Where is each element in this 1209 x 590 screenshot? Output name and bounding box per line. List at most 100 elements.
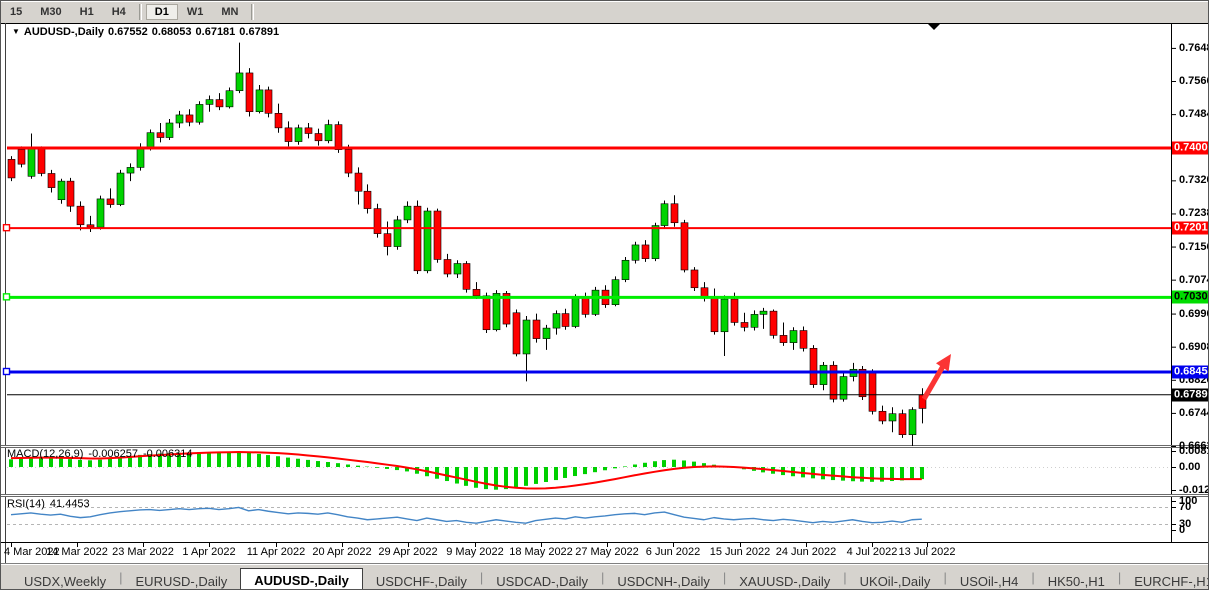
bear-candle [185,114,194,123]
bull-candle [591,289,600,315]
bear-candle [106,198,115,205]
bull-candle [96,198,105,228]
bear-candle [809,347,818,385]
bear-candle [284,127,293,142]
price-level-marker: 0.72015 [1172,221,1208,235]
symbol-tab-usdchf-daily[interactable]: USDCHF-,Daily [375,574,467,589]
bull-candle [621,259,630,280]
bear-candle [868,372,877,412]
date-tick-label: 15 Jun 2022 [709,546,771,558]
price-tick-label: 0.69080 [1179,340,1208,353]
macd-axis-label: 0.00 [1179,461,1201,473]
price-tick-label: 0.76480 [1179,41,1208,54]
symbol-tab-eurusd-daily[interactable]: EURUSD-,Daily [135,574,228,589]
bull-candle [165,122,174,138]
panel-separator [1,496,1208,497]
bear-candle [363,190,372,209]
bull-candle [522,319,531,355]
timeframe-button-h4[interactable]: H4 [111,6,126,18]
timeframe-button-w1[interactable]: W1 [186,6,204,18]
toolbar-separator [251,4,255,20]
bear-candle [443,259,452,275]
bear-candle [799,330,808,349]
tab-separator: | [479,569,484,585]
symbol-tab-xauusd-daily[interactable]: XAUUSD-,Daily [739,574,831,589]
bull-candle [888,413,897,422]
timeframe-button-mn[interactable]: MN [221,6,239,18]
date-tick-label: 27 May 2022 [575,546,639,558]
macd-signal-value: -0.006314 [142,448,193,460]
bear-candle [66,180,75,207]
price-tick-label: 0.73200 [1179,174,1208,187]
chart-title: ▼ AUDUSD-,Daily 0.67552 0.68053 0.67181 0.678… [12,26,283,38]
bull-candle [146,132,155,148]
symbol-tab-usoil-h4[interactable]: USOil-,H4 [959,574,1019,589]
bear-candle [502,293,511,325]
bear-candle [314,133,323,142]
timeframe-button-d1[interactable]: D1 [145,4,178,20]
bull-candle [571,297,580,327]
price-level-marker: 0.68453 [1172,365,1208,379]
bull-candle [116,172,125,205]
rsi-name: RSI(14) [7,498,45,510]
candles-layer [7,42,927,447]
hline-handle[interactable] [2,223,11,232]
bear-candle [245,72,254,112]
timeframe-button-15[interactable]: 15 [10,6,23,18]
bear-candle [86,224,95,228]
bull-candle [453,263,462,275]
panel-separator[interactable] [1,494,1209,495]
price-tick-label: 0.72380 [1179,207,1208,220]
price-tick-label: 0.67440 [1179,406,1208,419]
chart-dropdown-icon[interactable]: ▼ [12,27,20,36]
date-tick-label: 13 Jul 2022 [898,546,956,558]
bear-candle [680,222,689,271]
symbol-tab-ukoil-daily[interactable]: UKOil-,Daily [859,574,931,589]
bull-candle [195,104,204,123]
symbol-tab-audusd-daily[interactable]: AUDUSD-,Daily [240,568,363,589]
tab-separator: | [843,569,847,585]
bear-candle [641,244,650,259]
timeframe-button-m30[interactable]: M30 [40,6,62,18]
bear-candle [779,335,788,343]
price-tick-label: 0.66620 [1179,440,1208,452]
rsi-indicator-label: RSI(14) 41.4453 [7,498,95,510]
symbol-tab-hk50-h1[interactable]: HK50-,H1 [1047,574,1105,589]
rsi-axis-label: 100 [1179,495,1198,507]
macd-axis-label: 0.008197 [1179,445,1208,457]
date-tick-label: 9 May 2022 [446,546,504,558]
timeframe-button-h1[interactable]: H1 [79,6,94,18]
hline-handle[interactable] [2,367,11,376]
rsi-axis-label: 30 [1179,518,1192,530]
symbol-tab-eurchf-h1[interactable]: EURCHF-,H1 [1134,574,1209,589]
hline-handle[interactable] [2,293,11,301]
bull-candle [908,409,917,435]
date-tick-label: 18 May 2022 [509,546,573,558]
chart-shift-marker-icon[interactable] [928,24,940,30]
tab-separator: | [1117,569,1122,585]
price-tick-label: 0.75660 [1179,75,1208,87]
bull-candle [57,180,66,201]
price-level-marker: 0.70302 [1172,290,1208,304]
bull-candle [324,124,333,142]
bear-candle [462,263,471,290]
bear-candle [740,322,749,328]
bear-candle [433,210,442,260]
symbol-tab-bar: USDX,Weekly | EURUSD-,Daily AUDUSD-,Daily US… [1,563,1209,589]
date-tick-label: 11 Apr 2022 [246,546,306,558]
bull-candle [660,203,669,226]
symbol-tab-usdcad-daily[interactable]: USDCAD-,Daily [496,574,588,589]
bull-candle [492,293,501,331]
arrow-up-annotation[interactable] [921,354,951,401]
symbol-tab-usdx-weekly[interactable]: USDX,Weekly [24,574,107,589]
symbol-tab-usdcnh-daily[interactable]: USDCNH-,Daily [617,574,710,589]
bull-candle [552,313,561,329]
panel-separator[interactable] [1,445,1209,446]
bear-candle [858,368,867,398]
date-tick-label: 29 Apr 2022 [378,546,438,558]
bull-candle [759,310,768,315]
ohlc-open: 0.67552 [108,26,148,38]
bear-candle [670,203,679,224]
macd-signal-line [10,451,922,490]
